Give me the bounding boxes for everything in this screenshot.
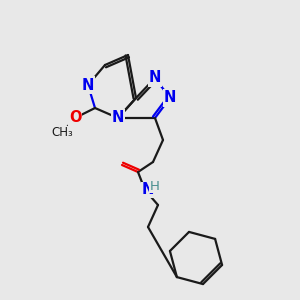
Text: N: N (82, 77, 94, 92)
Text: CH₃: CH₃ (51, 127, 73, 140)
Text: O: O (69, 110, 81, 125)
Text: N: N (142, 182, 154, 197)
Text: N: N (164, 91, 176, 106)
Text: N: N (112, 110, 124, 125)
Text: N: N (149, 70, 161, 86)
Text: H: H (150, 179, 160, 193)
